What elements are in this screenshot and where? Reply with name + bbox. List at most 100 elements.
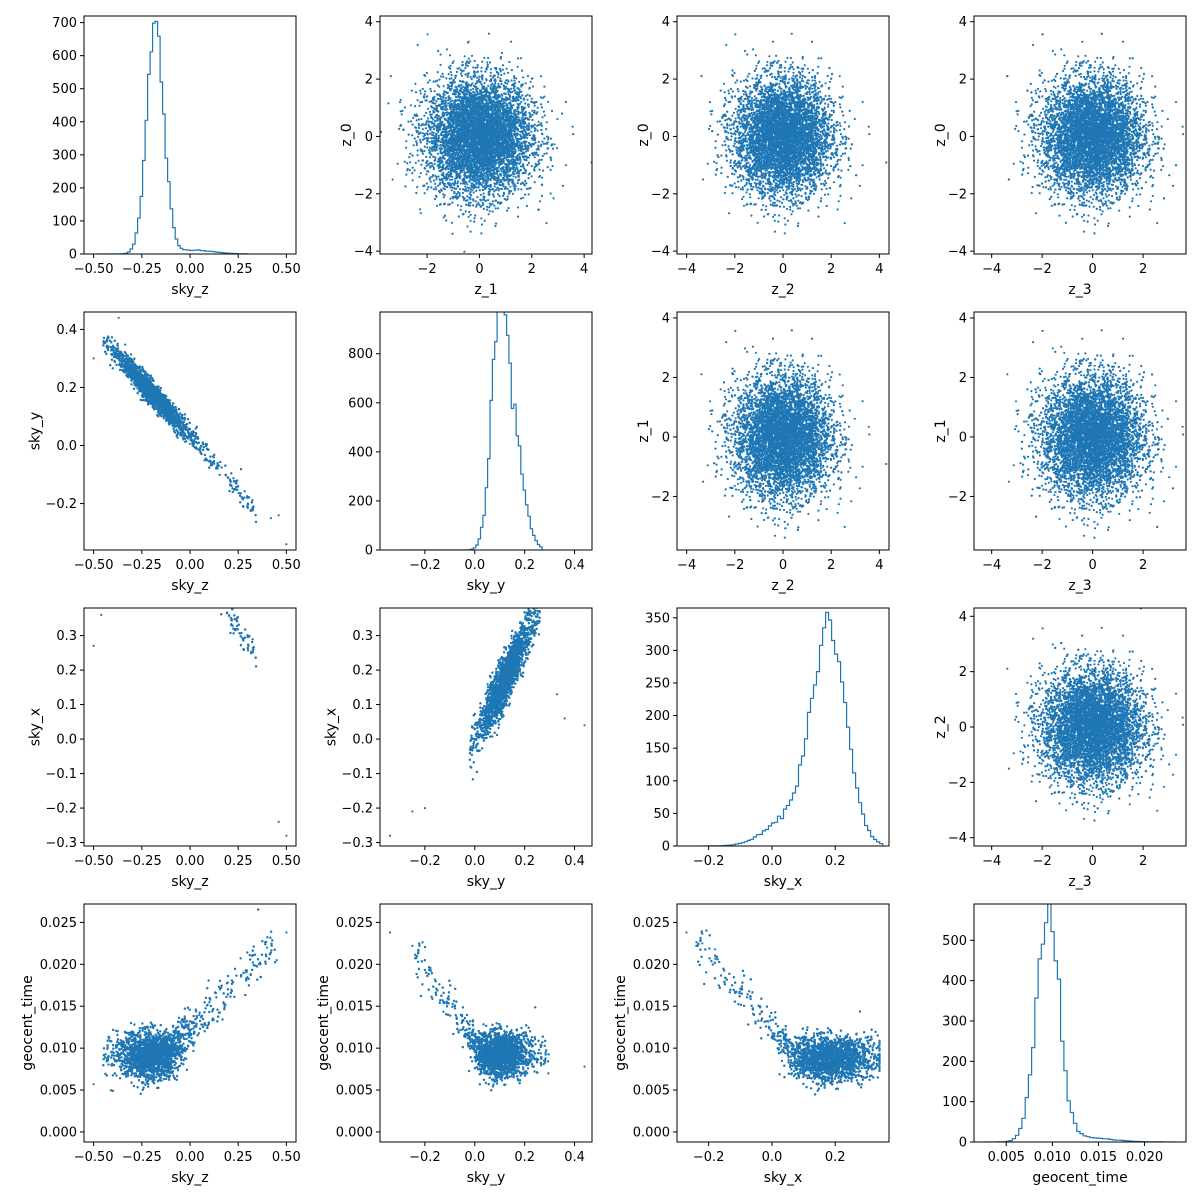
scatter-point: [449, 198, 451, 200]
scatter-point: [450, 71, 452, 73]
scatter-point: [404, 185, 406, 187]
scatter-point: [475, 206, 477, 208]
scatter-point: [480, 199, 482, 201]
scatter-point: [461, 81, 463, 83]
scatter-point: [433, 128, 435, 130]
scatter-point: [523, 118, 525, 120]
scatter-point: [478, 168, 480, 170]
scatter-point: [425, 156, 427, 158]
scatter-point: [475, 88, 477, 90]
scatter-point: [523, 167, 525, 169]
scatter-point: [475, 116, 477, 118]
scatter-point: [435, 188, 437, 190]
scatter-point: [530, 131, 532, 133]
scatter-point: [493, 75, 495, 77]
scatter-point: [552, 197, 554, 199]
scatter-point: [538, 148, 540, 150]
scatter-point: [508, 61, 510, 63]
scatter-point: [508, 163, 510, 165]
scatter-point: [562, 185, 564, 187]
scatter-point: [471, 55, 473, 57]
scatter-point: [481, 168, 483, 170]
scatter-point: [491, 188, 493, 190]
scatter-point: [455, 86, 457, 88]
scatter-point: [511, 181, 513, 183]
scatter-point: [455, 121, 457, 123]
scatter-point: [488, 213, 490, 215]
scatter-point: [390, 75, 392, 77]
scatter-point: [496, 143, 498, 145]
scatter-point: [506, 169, 508, 171]
scatter-point: [538, 159, 540, 161]
scatter-point: [449, 179, 451, 181]
scatter-point: [451, 202, 453, 204]
scatter-point: [447, 99, 449, 101]
scatter-point: [495, 200, 497, 202]
scatter-point: [481, 61, 483, 63]
scatter-point: [500, 74, 502, 76]
scatter-point: [443, 203, 445, 205]
scatter-point: [552, 165, 554, 167]
scatter-point: [500, 83, 502, 85]
scatter-point: [433, 168, 435, 170]
scatter-point: [534, 105, 536, 107]
scatter-point: [412, 179, 414, 181]
scatter-point: [447, 174, 449, 176]
scatter-point: [481, 101, 483, 103]
scatter-point: [417, 136, 419, 138]
y-tick-label: 300: [52, 148, 77, 163]
y-tick-label: 400: [52, 115, 77, 130]
scatter-point: [526, 137, 528, 139]
scatter-point: [437, 153, 439, 155]
scatter-point: [518, 113, 520, 115]
scatter-point: [490, 75, 492, 77]
scatter-point: [553, 143, 555, 145]
scatter-point: [450, 175, 452, 177]
scatter-point: [531, 175, 533, 177]
scatter-point: [468, 58, 470, 60]
scatter-point: [437, 124, 439, 126]
scatter-point: [410, 104, 412, 106]
scatter-point: [483, 57, 485, 59]
scatter-point: [418, 123, 420, 125]
scatter-point: [474, 83, 476, 85]
scatter-point: [486, 61, 488, 63]
scatter-point: [531, 114, 533, 116]
scatter-point: [424, 168, 426, 170]
scatter-point: [468, 171, 470, 173]
scatter-point: [507, 188, 509, 190]
scatter-point: [422, 88, 424, 90]
scatter-point: [492, 200, 494, 202]
scatter-point: [472, 66, 474, 68]
scatter-point: [519, 157, 521, 159]
scatter-point: [472, 204, 474, 206]
scatter-point: [489, 203, 491, 205]
scatter-point: [434, 183, 436, 185]
scatter-point: [506, 68, 508, 70]
scatter-point: [458, 215, 460, 217]
scatter-point: [502, 69, 504, 71]
scatter-point: [485, 95, 487, 97]
scatter-point: [464, 151, 466, 153]
scatter-point: [468, 152, 470, 154]
scatter-point: [466, 73, 468, 75]
scatter-point: [459, 106, 461, 108]
scatter-point: [473, 221, 475, 223]
scatter-point: [517, 182, 519, 184]
scatter-point: [433, 180, 435, 182]
scatter-point: [440, 75, 442, 77]
scatter-point: [493, 174, 495, 176]
scatter-point: [451, 189, 453, 191]
scatter-point: [461, 108, 463, 110]
scatter-point: [517, 103, 519, 105]
scatter-point: [438, 147, 440, 149]
scatter-point: [451, 186, 453, 188]
scatter-point: [462, 213, 464, 215]
scatter-point: [503, 114, 505, 116]
scatter-point: [411, 134, 413, 136]
scatter-point: [439, 191, 441, 193]
scatter-point: [421, 101, 423, 103]
scatter-point: [541, 116, 543, 118]
scatter-point: [479, 99, 481, 101]
